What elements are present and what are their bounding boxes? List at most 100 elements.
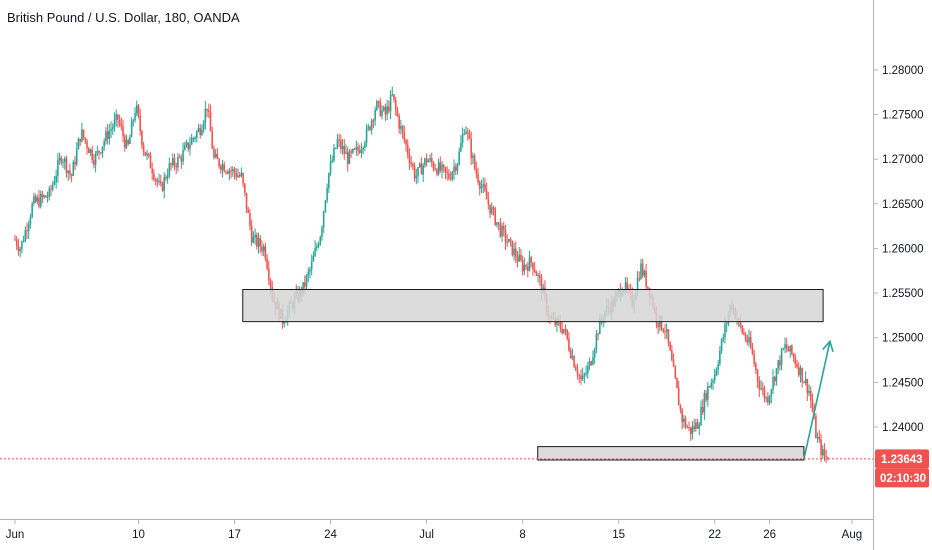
candle: [516, 250, 519, 268]
candle: [701, 399, 704, 416]
price-tick-label: 1.24000: [882, 422, 924, 434]
candle: [268, 260, 270, 286]
candle: [333, 143, 335, 163]
time-axis[interactable]: Jun 10 17 24 Jul 8 15 22 26 Aug: [6, 520, 862, 541]
candle: [171, 153, 174, 168]
candle: [118, 114, 121, 127]
candle: [593, 347, 596, 364]
candle: [244, 183, 246, 197]
candle: [412, 161, 414, 170]
candle: [173, 153, 176, 171]
candle: [382, 105, 385, 112]
candle: [48, 185, 51, 201]
candle: [322, 210, 325, 233]
candle: [189, 136, 191, 156]
candle: [677, 380, 680, 406]
candle: [408, 148, 411, 171]
candle: [779, 355, 781, 371]
candle: [686, 424, 689, 428]
candle: [422, 162, 424, 183]
candle: [405, 138, 407, 152]
candle: [87, 146, 90, 154]
time-tick-label: 24: [324, 529, 337, 541]
candle: [201, 124, 203, 136]
candle: [331, 155, 334, 164]
candle: [384, 103, 387, 121]
candle: [444, 166, 447, 180]
candle: [57, 152, 59, 183]
candle: [228, 167, 231, 181]
candle: [595, 329, 598, 354]
candle: [410, 156, 412, 168]
price-tick-label: 1.26000: [882, 243, 924, 255]
candle: [329, 154, 332, 177]
candle: [166, 168, 169, 184]
candle: [374, 106, 376, 126]
price-axis[interactable]: 1.28000 1.27500 1.27000 1.26500 1.26000 1.255…: [873, 65, 924, 434]
candles: [14, 86, 829, 464]
candle: [82, 129, 85, 141]
candle: [21, 240, 23, 254]
candle: [62, 158, 64, 169]
candle: [436, 167, 438, 177]
candle: [513, 242, 515, 261]
candle: [741, 324, 743, 335]
arrow-shaft: [803, 341, 831, 460]
candle: [17, 238, 20, 256]
candle: [789, 345, 791, 358]
candle: [688, 421, 690, 431]
candle: [343, 139, 346, 160]
candle: [477, 167, 479, 185]
forecast-arrow: [803, 339, 834, 460]
candle: [566, 329, 569, 341]
candle: [576, 363, 579, 380]
support-resistance-zone[interactable]: [537, 446, 805, 461]
candle: [784, 337, 786, 354]
candle: [77, 137, 80, 150]
support-resistance-zone[interactable]: [242, 289, 824, 323]
candle: [496, 222, 498, 228]
candle: [177, 152, 179, 172]
candle: [756, 368, 759, 389]
candle: [106, 124, 109, 145]
candle: [818, 429, 821, 443]
candle: [230, 166, 232, 179]
countdown-tag: [875, 468, 929, 488]
candle: [532, 262, 534, 276]
time-tick-label: 10: [132, 529, 145, 541]
candle: [328, 172, 330, 194]
candle: [46, 191, 49, 203]
candle: [99, 151, 102, 155]
candle: [520, 248, 522, 262]
candle: [530, 256, 533, 268]
candle: [796, 360, 798, 370]
candle: [364, 140, 366, 152]
candle: [135, 100, 138, 117]
candle: [461, 127, 464, 148]
candle: [592, 350, 594, 366]
candle: [780, 347, 783, 371]
candle: [340, 134, 342, 154]
candle: [755, 361, 757, 374]
candle: [641, 258, 644, 279]
time-tick-label: 26: [763, 529, 776, 541]
candle: [33, 192, 35, 206]
candle: [448, 169, 450, 181]
candle: [26, 222, 28, 240]
candle: [146, 149, 148, 161]
candle: [147, 152, 150, 159]
candle: [825, 449, 827, 464]
candle: [14, 235, 16, 241]
candle: [528, 250, 531, 272]
candle: [400, 119, 402, 135]
candle: [324, 199, 327, 213]
candle: [350, 149, 352, 158]
candle: [50, 184, 52, 197]
candle: [376, 99, 378, 112]
candle: [139, 108, 141, 136]
candle: [767, 392, 769, 406]
candle: [264, 242, 267, 262]
candle: [362, 146, 364, 155]
candle: [367, 123, 370, 131]
